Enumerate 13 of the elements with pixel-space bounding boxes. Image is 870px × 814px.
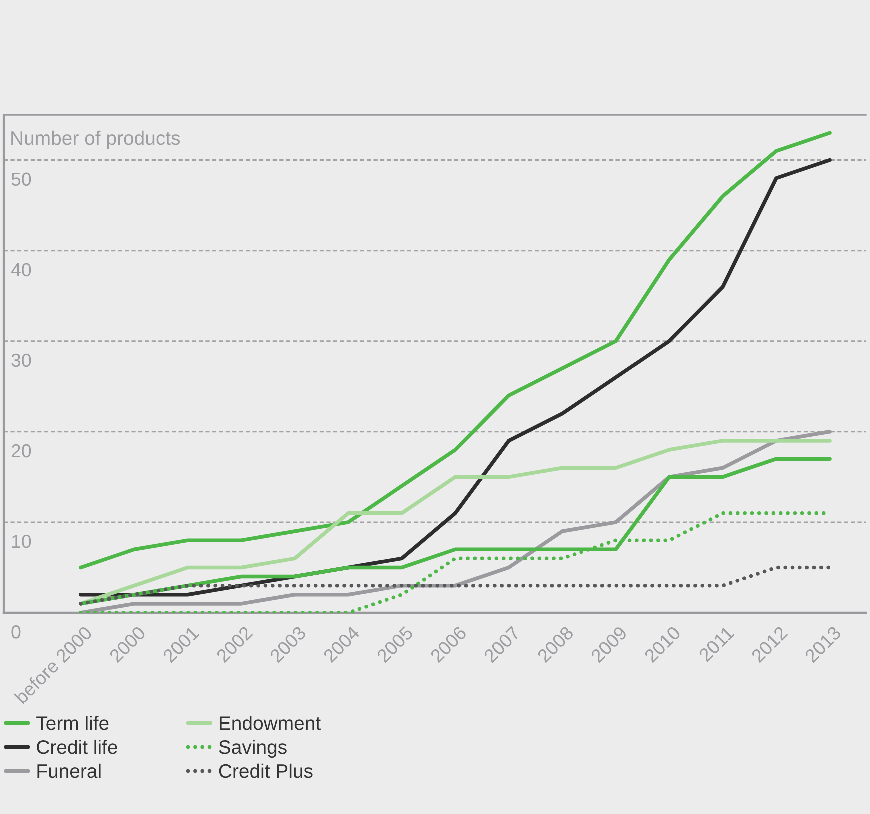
- y-axis-title: Number of products: [12, 130, 180, 150]
- legend-label: Credit life: [37, 740, 118, 754]
- legend-label: Savings: [219, 740, 287, 758]
- y-tick-label: 10: [12, 534, 32, 548]
- legend-label: Term life: [36, 716, 109, 730]
- y-tick-label: 50: [12, 172, 32, 186]
- y-tick-label: 0: [12, 625, 21, 639]
- y-tick-label: 20: [12, 444, 32, 458]
- y-tick-label: 40: [11, 263, 32, 277]
- legend-label: Credit Plus: [219, 764, 313, 778]
- legend-label: Endowment: [220, 716, 321, 730]
- legend-label: Funeral: [38, 764, 101, 778]
- y-tick-label: 30: [12, 354, 32, 368]
